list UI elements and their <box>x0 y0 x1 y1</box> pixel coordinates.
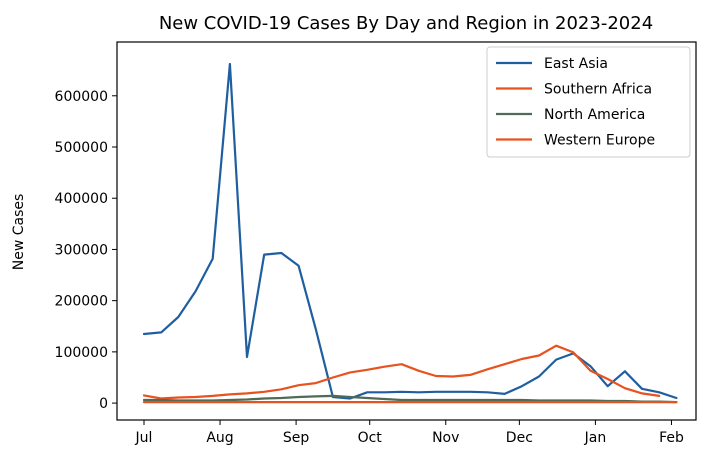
y-tick-label: 400000 <box>55 191 108 207</box>
y-tick-label: 600000 <box>55 89 108 105</box>
x-tick-label: Nov <box>432 430 459 446</box>
x-tick-label: Oct <box>358 430 383 446</box>
x-axis-ticks: Jul Aug Sep Oct Nov Dec Jan Feb <box>135 420 684 446</box>
y-tick-label: 200000 <box>55 294 108 310</box>
legend-box <box>486 46 691 158</box>
legend-label: Southern Africa <box>544 82 652 98</box>
x-tick-label: Feb <box>659 430 684 446</box>
y-tick-label: 100000 <box>55 345 108 361</box>
legend-label: East Asia <box>544 56 608 72</box>
y-tick-label: 300000 <box>55 242 108 258</box>
y-axis-label: New Cases <box>11 194 27 271</box>
x-tick-label: Jan <box>584 430 607 446</box>
series-line-1 <box>142 62 678 400</box>
x-tick-label: Sep <box>283 430 310 446</box>
plot-area <box>116 41 697 421</box>
series-lines <box>142 62 678 404</box>
legend-label: Western Europe <box>544 133 655 149</box>
x-tick-label: Jul <box>135 430 153 446</box>
x-tick-label: Aug <box>206 430 233 446</box>
series-line-3 <box>142 394 678 404</box>
x-tick-label: Dec <box>506 430 533 446</box>
chart-title: New COVID-19 Cases By Day and Region in … <box>159 13 653 34</box>
series-line-2 <box>142 344 661 400</box>
legend: East Asia Southern Africa North America Wes… <box>486 46 691 158</box>
legend-label: North America <box>544 107 645 123</box>
y-tick-label: 500000 <box>55 140 108 156</box>
y-axis-ticks: 0 100000 200000 300000 400000 500000 600000 <box>55 89 117 412</box>
y-tick-label: 0 <box>99 396 108 412</box>
